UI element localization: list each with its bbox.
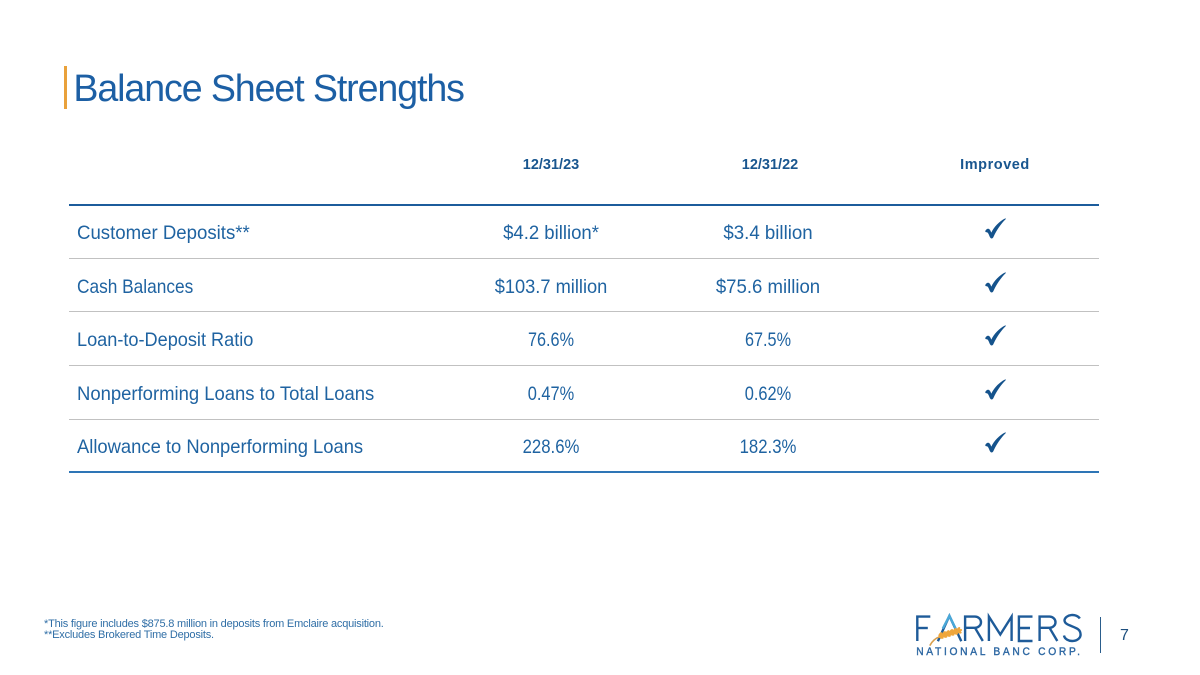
svg-text:NATIONAL BANC CORP.: NATIONAL BANC CORP. bbox=[916, 646, 1082, 658]
